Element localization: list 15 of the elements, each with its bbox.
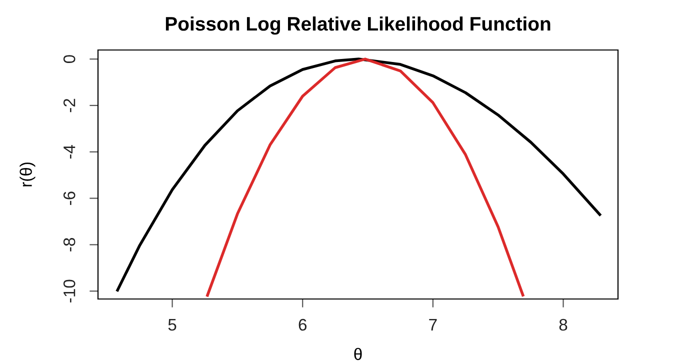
y-tick-label: -8 (63, 238, 76, 252)
chart-title: Poisson Log Relative Likelihood Function (166, 16, 550, 35)
y-tick-label: 0 (63, 55, 76, 64)
x-tick-label: 7 (429, 319, 437, 331)
line-series (206, 58, 524, 297)
y-tick-label: -2 (63, 98, 76, 112)
y-tick-label: -6 (63, 192, 76, 205)
y-tick-label: -4 (64, 144, 76, 159)
x-axis-title: θ (354, 348, 362, 360)
x-tick-label: 8 (559, 318, 568, 331)
line-series (116, 58, 602, 292)
x-tick-label: 5 (168, 319, 176, 331)
y-axis-title: r(θ) (20, 162, 36, 186)
x-tick-label: 6 (298, 318, 307, 331)
y-tick-label: -10 (63, 280, 76, 302)
